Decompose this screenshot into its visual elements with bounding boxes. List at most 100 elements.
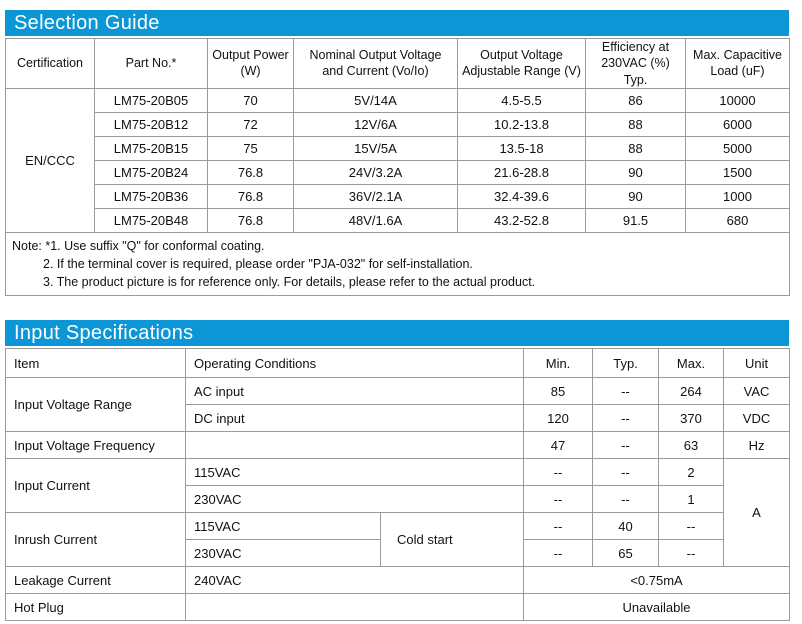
input-specifications-title: Input Specifications — [14, 322, 194, 345]
max-capacitive-load-cell: 1000 — [685, 183, 790, 209]
max-cell: 370 — [658, 404, 725, 433]
max-cell: 264 — [658, 377, 725, 406]
certification-cell: EN/CCC — [5, 87, 95, 233]
condition-cell — [184, 593, 525, 622]
min-cell: -- — [523, 485, 594, 514]
condition-cell: 230VAC — [184, 485, 525, 514]
max-cell: -- — [658, 539, 725, 568]
condition-cell: AC input — [184, 377, 525, 406]
max-capacitive-load-cell: 5000 — [685, 135, 790, 161]
hot-plug-value-cell: Unavailable — [523, 593, 791, 622]
column-header-nominal-output: Nominal Output Voltage and Current (Vo/I… — [293, 38, 458, 89]
part-no-cell: LM75-20B24 — [94, 159, 208, 185]
unit-cell: VAC — [723, 377, 791, 406]
adjustable-range-cell: 32.4-39.6 — [457, 183, 586, 209]
adjustable-range-cell: 10.2-13.8 — [457, 111, 586, 137]
item-cell-leakage-current: Leakage Current — [5, 566, 186, 595]
item-cell-input-voltage-range: Input Voltage Range — [5, 377, 186, 433]
max-cell: 63 — [658, 431, 725, 460]
table-row: Input Current 115VAC -- -- 2 A — [5, 458, 791, 568]
condition-cell: 230VAC — [185, 539, 381, 568]
max-cell: 2 — [658, 458, 725, 487]
selection-guide-title: Selection Guide — [14, 12, 160, 34]
column-header-efficiency: Efficiency at 230VAC (%) Typ. — [585, 38, 686, 89]
note-line-2: 2. If the terminal cover is required, pl… — [43, 256, 473, 271]
table-row: EN/CCC LM75-20B05 70 5V/14A 4.5-5.5 86 1… — [5, 87, 790, 233]
column-header-min: Min. — [523, 348, 594, 379]
efficiency-cell: 91.5 — [585, 207, 686, 233]
nominal-output-cell: 12V/6A — [293, 111, 458, 137]
condition-cell: 240VAC — [184, 566, 525, 595]
table-row: LM75-20B48 76.8 48V/1.6A 43.2-52.8 91.5 … — [6, 207, 790, 233]
notes-row: Note: *1. Use suffix "Q" for conformal c… — [5, 231, 790, 297]
unit-cell-amps: A — [723, 458, 791, 568]
max-cell: -- — [658, 512, 725, 541]
table-row: LM75-20B15 75 15V/5A 13.5-18 88 5000 — [6, 135, 790, 161]
unit-cell: VDC — [723, 404, 791, 433]
table-row: Inrush Current 115VAC Cold start -- 40 -… — [5, 512, 790, 568]
min-cell: 47 — [523, 431, 594, 460]
efficiency-cell: 86 — [585, 87, 686, 113]
condition-cell: DC input — [184, 404, 525, 433]
leakage-value-cell: <0.75mA — [523, 566, 791, 595]
efficiency-cell: 90 — [585, 183, 686, 209]
note-line-1: Note: *1. Use suffix "Q" for conformal c… — [12, 238, 265, 253]
column-header-operating-conditions: Operating Conditions — [184, 348, 525, 379]
table-row: Hot Plug Unavailable — [5, 593, 791, 622]
column-header-certification: Certification — [5, 38, 95, 89]
table-row: LM75-20B36 76.8 36V/2.1A 32.4-39.6 90 10… — [6, 183, 790, 209]
column-header-max-capacitive-load: Max. Capacitive Load (uF) — [685, 38, 790, 89]
table-row: Leakage Current 240VAC <0.75mA — [5, 566, 791, 595]
min-cell: 120 — [523, 404, 594, 433]
part-no-cell: LM75-20B05 — [94, 87, 208, 113]
section-spacer — [5, 296, 789, 320]
table-row: Input Voltage Frequency 47 -- 63 Hz — [5, 431, 791, 460]
column-header-output-power: Output Power (W) — [207, 38, 294, 89]
nominal-output-cell: 5V/14A — [293, 87, 458, 113]
input-specifications-table: Item Operating Conditions Min. Typ. Max.… — [5, 348, 791, 622]
column-header-typ: Typ. — [592, 348, 660, 379]
selection-guide-title-bar: Selection Guide — [5, 10, 789, 36]
adjustable-range-cell: 21.6-28.8 — [457, 159, 586, 185]
item-cell-input-current: Input Current — [5, 458, 186, 514]
table-row: LM75-20B24 76.8 24V/3.2A 21.6-28.8 90 15… — [6, 159, 790, 185]
column-header-unit: Unit — [723, 348, 791, 379]
table-row: 230VAC -- -- 1 — [6, 485, 790, 514]
max-capacitive-load-cell: 10000 — [685, 87, 790, 113]
typ-cell: -- — [592, 485, 660, 514]
datasheet-page: Selection Guide Certification Part No.* … — [5, 10, 791, 622]
selection-guide-table: Certification Part No.* Output Power (W)… — [5, 38, 790, 297]
item-cell-input-voltage-frequency: Input Voltage Frequency — [5, 431, 186, 460]
max-cell: 1 — [658, 485, 725, 514]
column-header-item: Item — [5, 348, 186, 379]
table-row: LM75-20B12 72 12V/6A 10.2-13.8 88 6000 — [6, 111, 790, 137]
efficiency-cell: 88 — [585, 111, 686, 137]
part-no-cell: LM75-20B12 — [94, 111, 208, 137]
min-cell: -- — [523, 458, 594, 487]
output-power-cell: 70 — [207, 87, 294, 113]
typ-cell: 65 — [592, 539, 660, 568]
min-cell: -- — [523, 512, 594, 541]
input-spec-header-row: Item Operating Conditions Min. Typ. Max.… — [5, 348, 791, 379]
output-power-cell: 72 — [207, 111, 294, 137]
input-specifications-section: Input Specifications Item Operating Cond… — [5, 320, 791, 622]
max-capacitive-load-cell: 680 — [685, 207, 790, 233]
column-header-max: Max. — [658, 348, 725, 379]
item-cell-inrush-current: Inrush Current — [5, 512, 186, 568]
selection-guide-header-row: Certification Part No.* Output Power (W)… — [5, 38, 790, 89]
typ-cell: -- — [592, 377, 660, 406]
condition-cell: 115VAC — [184, 458, 525, 487]
output-power-cell: 76.8 — [207, 159, 294, 185]
typ-cell: 40 — [592, 512, 660, 541]
selection-guide-section: Selection Guide Certification Part No.* … — [5, 10, 790, 297]
max-capacitive-load-cell: 1500 — [685, 159, 790, 185]
efficiency-cell: 88 — [585, 135, 686, 161]
note-line-3: 3. The product picture is for reference … — [43, 275, 536, 289]
nominal-output-cell: 24V/3.2A — [293, 159, 458, 185]
notes-cell: Note: *1. Use suffix "Q" for conformal c… — [5, 231, 790, 297]
input-specifications-title-bar: Input Specifications — [5, 320, 789, 347]
typ-cell: -- — [592, 458, 660, 487]
condition-cell — [184, 431, 525, 460]
column-header-adjustable-range: Output Voltage Adjustable Range (V) — [457, 38, 586, 89]
typ-cell: -- — [592, 404, 660, 433]
